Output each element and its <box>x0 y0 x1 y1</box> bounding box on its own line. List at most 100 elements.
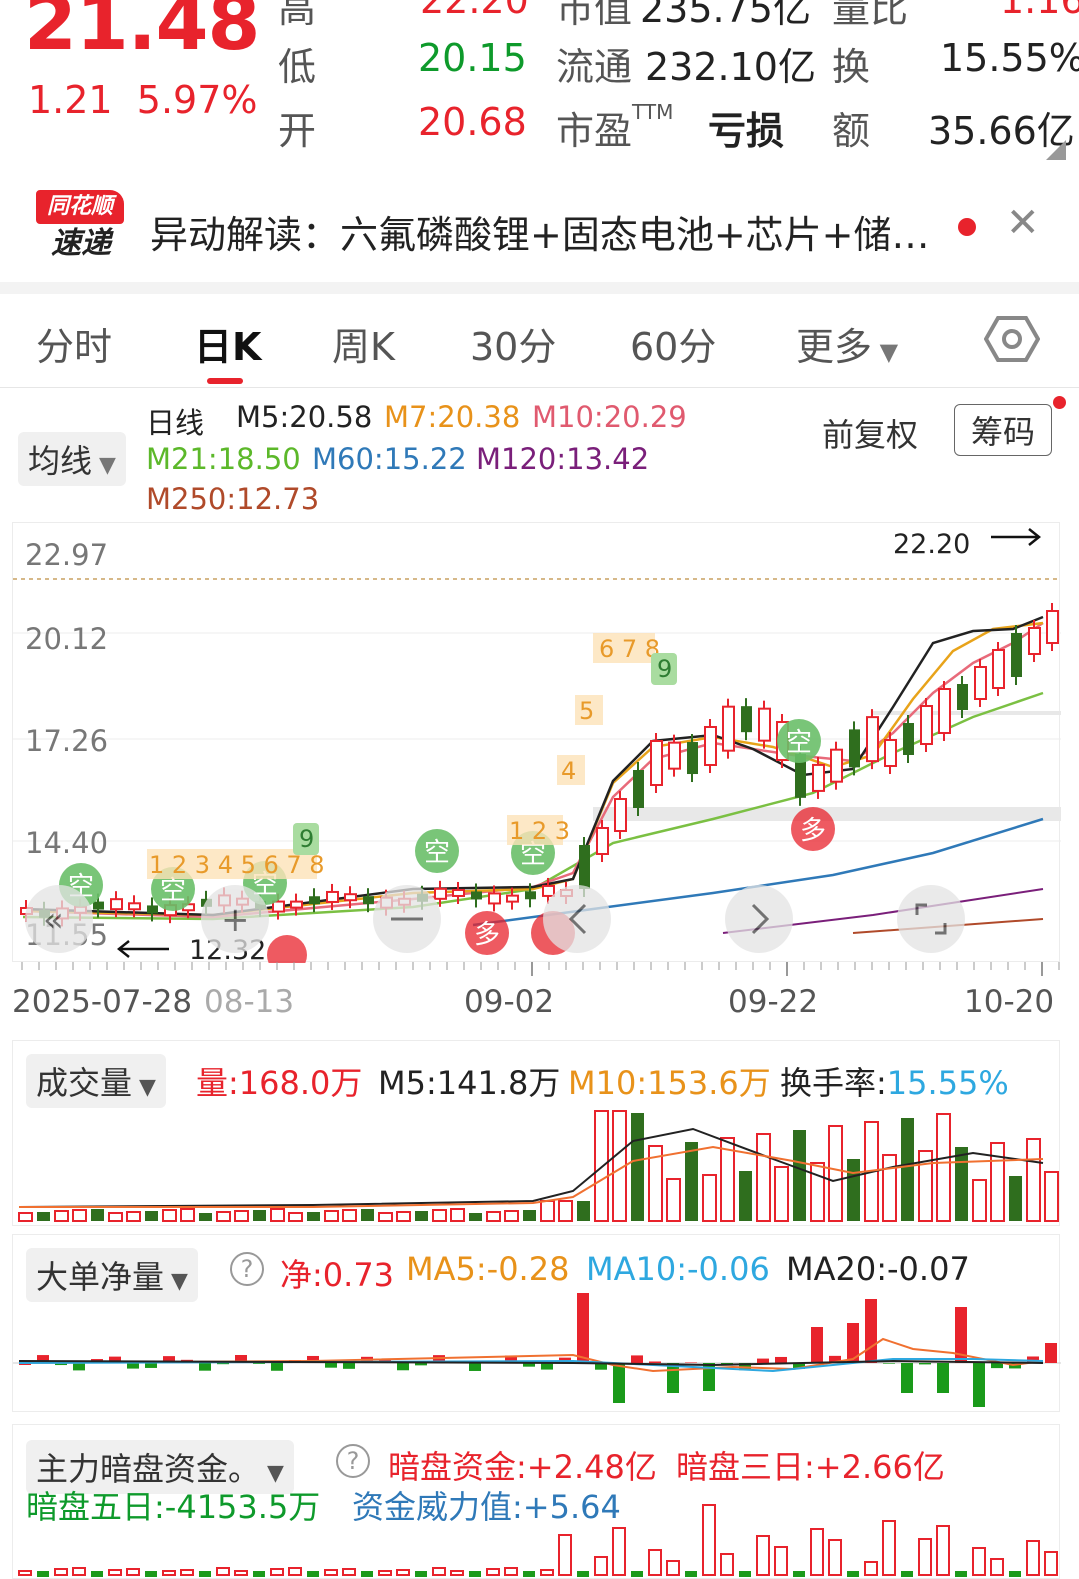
volume-bar <box>847 1159 860 1221</box>
volume-bar <box>253 1210 266 1221</box>
darkpool-bar <box>972 1547 986 1576</box>
volume-bar <box>901 1118 914 1221</box>
bigorder-bar <box>577 1293 589 1363</box>
volume-panel[interactable] <box>12 1040 1060 1226</box>
candle-body <box>488 892 501 905</box>
volume-bar <box>756 1133 771 1222</box>
x-tick: 09-02 <box>464 984 555 1020</box>
volume-bar <box>1044 1171 1059 1222</box>
darkpool-bar <box>72 1567 86 1576</box>
candle-body <box>1028 627 1041 655</box>
candle-body <box>633 770 644 808</box>
darkpool-dropdown[interactable]: 主力暗盘资金。 ▼ <box>26 1440 294 1494</box>
vol-ratio-value: 1.16 <box>1000 0 1079 22</box>
candle-body <box>704 725 717 766</box>
darkpool-bar <box>901 1571 913 1577</box>
tab-week-k[interactable]: 周K <box>332 325 395 369</box>
volume-bar <box>882 1154 897 1222</box>
gear-icon[interactable] <box>984 314 1040 364</box>
bigorder-bar <box>901 1363 913 1393</box>
bigorder-bar <box>253 1363 265 1364</box>
darkpool-panel[interactable] <box>12 1424 1060 1579</box>
active-tab-indicator <box>207 378 243 384</box>
volume-bar <box>648 1145 663 1222</box>
volume-ma10-line <box>19 1145 1044 1208</box>
bigorder-dropdown[interactable]: 大单净量 ▼ <box>26 1248 198 1302</box>
darkpool-bar <box>685 1571 697 1577</box>
darkpool-bar <box>486 1568 500 1576</box>
darkpool-bar <box>864 1561 878 1576</box>
zoom-in-icon[interactable] <box>201 885 269 953</box>
candle-body <box>668 741 681 770</box>
tab-30min[interactable]: 30分 <box>470 325 557 369</box>
candle-body <box>849 729 860 768</box>
y-tick: 22.97 <box>25 538 108 572</box>
volume-bar <box>558 1200 573 1222</box>
candle-body <box>1046 610 1059 644</box>
darkpool-bar <box>378 1570 392 1576</box>
float-label: 流通 <box>556 45 633 89</box>
tab-fenshi[interactable]: 分时 <box>36 325 113 369</box>
bigorder-ma10: MA10:-0.06 <box>586 1250 770 1288</box>
darkpool-bar <box>342 1568 356 1576</box>
volume-bar <box>91 1209 104 1221</box>
bigorder-bar <box>325 1363 337 1368</box>
bigorder-bar <box>415 1363 427 1366</box>
turnover-rate: 换手率:15.55% <box>780 1058 1009 1104</box>
volume-chart <box>18 1110 1059 1222</box>
close-icon[interactable]: ✕ <box>1006 200 1040 246</box>
kline-chart[interactable]: 22.97 20.12 17.26 14.40 11.55 22.20 12.3… <box>13 523 1061 975</box>
tab-60min[interactable]: 60分 <box>630 325 717 369</box>
adjust-mode[interactable]: 前复权 <box>822 416 919 454</box>
darkpool-bar <box>955 1571 967 1577</box>
volume-bar <box>234 1210 249 1222</box>
news-banner[interactable] <box>0 178 1079 282</box>
volume-bar <box>504 1210 519 1222</box>
chip-button[interactable]: 筹码 <box>954 404 1053 456</box>
darkpool-bar <box>361 1571 373 1577</box>
ma-dropdown[interactable]: 均线 ▼ <box>18 432 126 486</box>
darkpool-bar <box>37 1571 49 1577</box>
volume-dropdown[interactable]: 成交量 ▼ <box>26 1054 166 1108</box>
candle-body <box>957 684 968 710</box>
candle-body <box>687 742 698 775</box>
tab-day-k[interactable]: 日K <box>194 325 262 369</box>
help-icon[interactable]: ? <box>336 1444 370 1478</box>
candle-body <box>272 900 285 913</box>
bigorder-bar <box>865 1299 877 1363</box>
bigorder-bar <box>343 1363 355 1369</box>
duo-label: 多 <box>800 816 826 846</box>
rewind-icon[interactable] <box>25 885 93 953</box>
candle-body <box>650 740 663 786</box>
duo-signal-icon <box>267 935 307 975</box>
volume-bar <box>342 1209 357 1222</box>
prev-icon[interactable] <box>543 885 611 953</box>
tab-more[interactable]: 更多 ▼ <box>796 316 898 371</box>
darkpool-bar <box>612 1527 626 1576</box>
kline-panel[interactable]: 22.97 20.12 17.26 14.40 11.55 22.20 12.3… <box>12 522 1061 975</box>
logo-bottom-text: 速递 <box>51 226 111 261</box>
bigorder-bar <box>667 1363 679 1393</box>
volume-bar <box>126 1211 141 1222</box>
candle-body <box>128 902 141 911</box>
x-tick: 2025-07-28 <box>12 984 193 1020</box>
fullscreen-icon[interactable] <box>897 885 965 953</box>
volume-bar <box>936 1113 951 1222</box>
darkpool-power: 资金威力值:+5.64 <box>352 1488 621 1526</box>
candle-body <box>758 707 771 742</box>
news-headline[interactable]: 异动解读：六氟磷酸锂+固态电池+芯片+储… <box>150 213 930 257</box>
bigorder-bar <box>145 1363 157 1368</box>
help-icon[interactable]: ? <box>230 1252 264 1286</box>
volume-dropdown-label: 成交量 <box>36 1064 133 1102</box>
bigorder-bar <box>217 1363 229 1365</box>
open-label: 开 <box>278 109 317 153</box>
bigorder-panel[interactable] <box>12 1234 1061 1412</box>
bigorder-ma20-line <box>18 1359 1044 1367</box>
next-icon[interactable] <box>725 885 793 953</box>
darkpool-bar <box>774 1546 788 1576</box>
darkpool-bar <box>828 1539 842 1576</box>
darkpool-bar <box>450 1570 464 1576</box>
bigorder-bar <box>703 1363 715 1391</box>
kong-label: 空 <box>786 728 812 758</box>
float-value: 232.10亿 <box>645 45 816 89</box>
